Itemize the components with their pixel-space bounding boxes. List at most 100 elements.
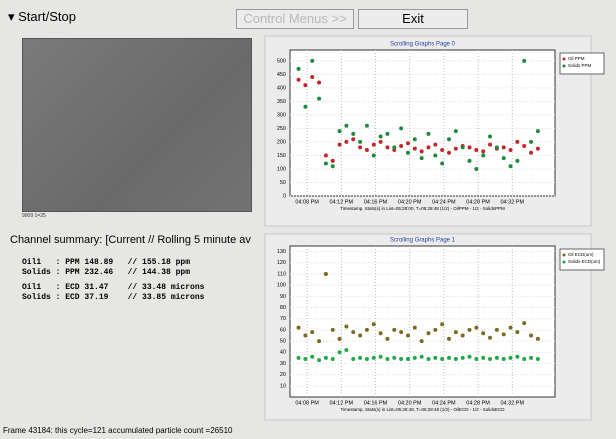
data-point [379, 331, 383, 335]
y-tick-label: 350 [277, 99, 286, 105]
x-tick-label: 04:28 PM [466, 199, 490, 205]
data-point [372, 143, 376, 147]
data-point [536, 337, 540, 341]
data-point [399, 144, 403, 148]
data-point [481, 331, 485, 335]
data-point [413, 326, 417, 330]
data-point [331, 164, 335, 168]
data-point [495, 145, 499, 149]
data-point [303, 357, 307, 361]
data-point [509, 148, 513, 152]
data-point [365, 357, 369, 361]
data-point [454, 330, 458, 334]
data-point [344, 124, 348, 128]
data-point [502, 145, 506, 149]
data-point [351, 137, 355, 141]
y-tick-label: 40 [280, 350, 286, 356]
data-point [495, 328, 499, 332]
status-bar: Frame 43184: this cycle=121 accumulated … [3, 426, 232, 435]
data-point [420, 339, 424, 343]
y-tick-label: 90 [280, 294, 286, 300]
x-tick-label: 04:08 PM [295, 400, 319, 406]
data-point [426, 357, 430, 361]
data-point [317, 80, 321, 84]
y-tick-label: 250 [277, 126, 286, 132]
legend-label: Oil PPM [568, 56, 585, 61]
y-tick-label: 0 [283, 193, 286, 199]
data-point [351, 330, 355, 334]
data-point [399, 357, 403, 361]
data-point [433, 356, 437, 360]
data-point [420, 156, 424, 160]
data-point [379, 135, 383, 139]
data-point [372, 356, 376, 360]
charts: Scrolling Graphs Page 005010015020025030… [0, 0, 616, 439]
data-point [461, 145, 465, 149]
data-point [468, 328, 472, 332]
data-point [509, 356, 513, 360]
data-point [310, 355, 314, 359]
data-point [495, 356, 499, 360]
data-point [406, 141, 410, 145]
data-point [358, 356, 362, 360]
data-point [379, 140, 383, 144]
data-point [515, 140, 519, 144]
y-tick-label: 60 [280, 327, 286, 333]
data-point [468, 355, 472, 359]
data-point [324, 153, 328, 157]
x-axis-label: Timestamp, Stats(s) in List=05:28:00, T=… [340, 206, 505, 211]
data-point [310, 330, 314, 334]
data-point [385, 357, 389, 361]
data-point [433, 153, 437, 157]
x-tick-label: 04:16 PM [364, 199, 388, 205]
y-tick-label: 450 [277, 72, 286, 78]
data-point [344, 325, 348, 329]
data-point [481, 153, 485, 157]
data-point [522, 144, 526, 148]
data-point [385, 145, 389, 149]
data-point [509, 164, 513, 168]
data-point [420, 149, 424, 153]
y-tick-label: 150 [277, 153, 286, 159]
data-point [297, 67, 301, 71]
x-tick-label: 04:24 PM [432, 199, 456, 205]
data-point [297, 78, 301, 82]
data-point [358, 140, 362, 144]
data-point [358, 333, 362, 337]
data-point [317, 97, 321, 101]
legend-label: Solids ECD(um) [568, 259, 601, 264]
data-point [351, 357, 355, 361]
chart-title: Scrolling Graphs Page 0 [390, 42, 456, 48]
legend-label: Solids PPM [568, 63, 592, 68]
y-tick-label: 300 [277, 112, 286, 118]
data-point [317, 339, 321, 343]
data-point [522, 321, 526, 325]
x-tick-label: 04:24 PM [432, 400, 456, 406]
data-point [522, 357, 526, 361]
data-point [379, 355, 383, 359]
data-point [468, 159, 472, 163]
data-point [324, 272, 328, 276]
data-point [515, 330, 519, 334]
legend-marker [563, 58, 566, 61]
data-point [413, 356, 417, 360]
legend-label: Oil ECD(um) [568, 252, 594, 257]
y-tick-label: 120 [277, 260, 286, 266]
y-tick-label: 500 [277, 58, 286, 64]
legend-marker [563, 254, 566, 257]
data-point [324, 356, 328, 360]
data-point [515, 159, 519, 163]
data-point [344, 348, 348, 352]
y-tick-label: 70 [280, 316, 286, 322]
data-point [454, 129, 458, 133]
data-point [385, 132, 389, 136]
y-tick-label: 30 [280, 361, 286, 367]
data-point [536, 129, 540, 133]
data-point [338, 350, 342, 354]
data-point [481, 149, 485, 153]
x-tick-label: 04:32 PM [500, 199, 524, 205]
legend-marker [563, 65, 566, 68]
x-tick-label: 04:20 PM [398, 199, 422, 205]
data-point [515, 355, 519, 359]
data-point [351, 132, 355, 136]
